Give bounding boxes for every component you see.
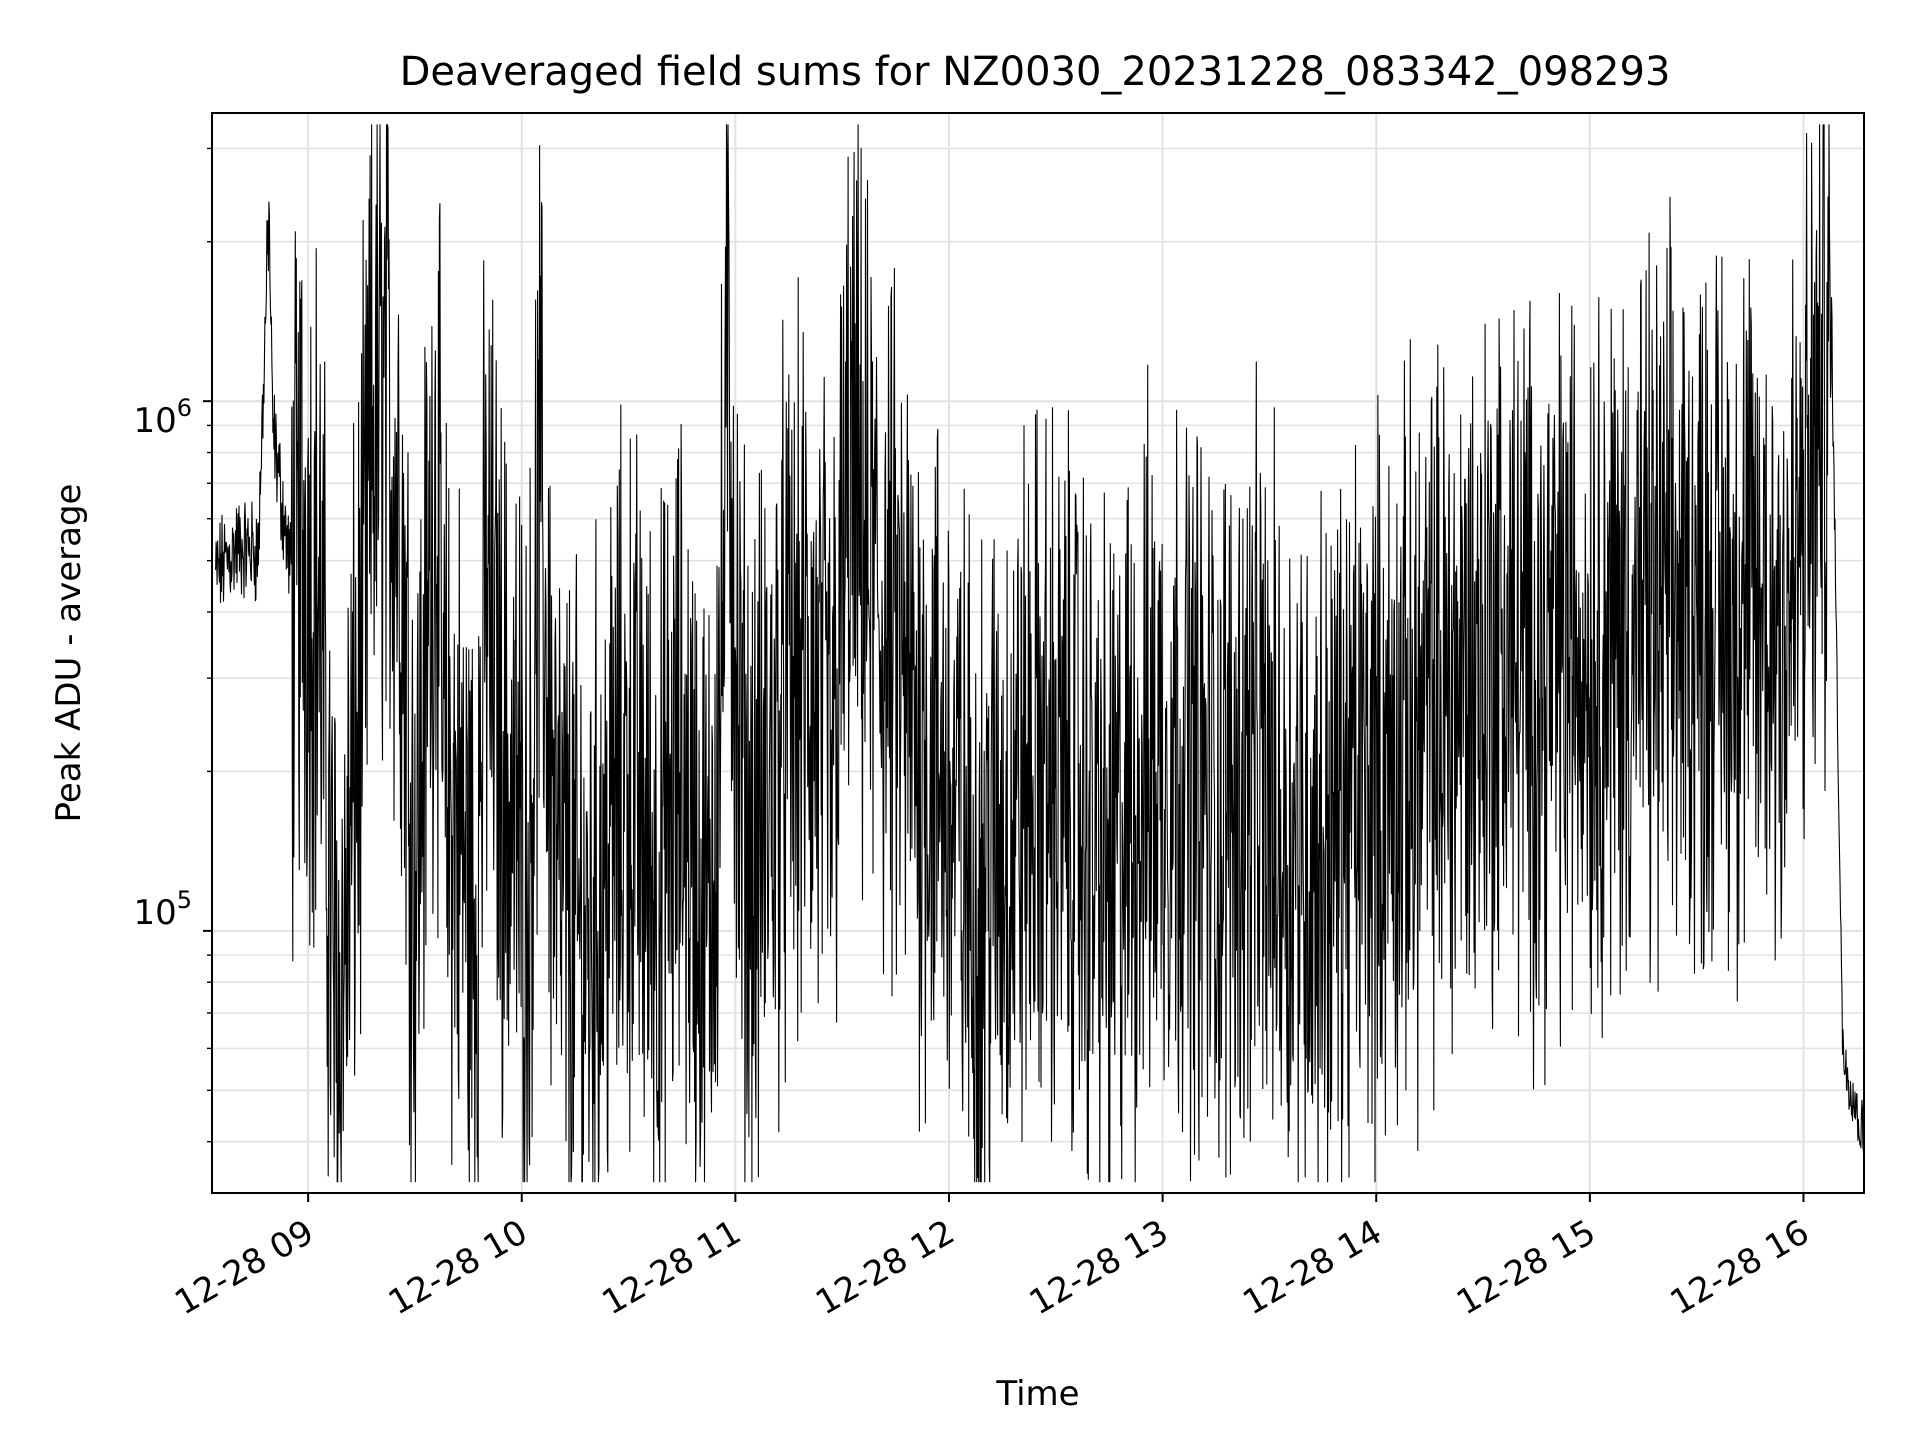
y-tick-label-1e6: 106: [133, 394, 192, 441]
series-line: [215, 124, 1864, 1183]
y-axis-label: Peak ADU - average: [49, 484, 89, 823]
chart-title: Deaveraged field sums for NZ0030_2023122…: [400, 49, 1671, 95]
x-axis-label: Time: [995, 1374, 1079, 1414]
y-tick-label-1e5: 105: [133, 886, 192, 933]
plot-frame: [211, 112, 1865, 1194]
